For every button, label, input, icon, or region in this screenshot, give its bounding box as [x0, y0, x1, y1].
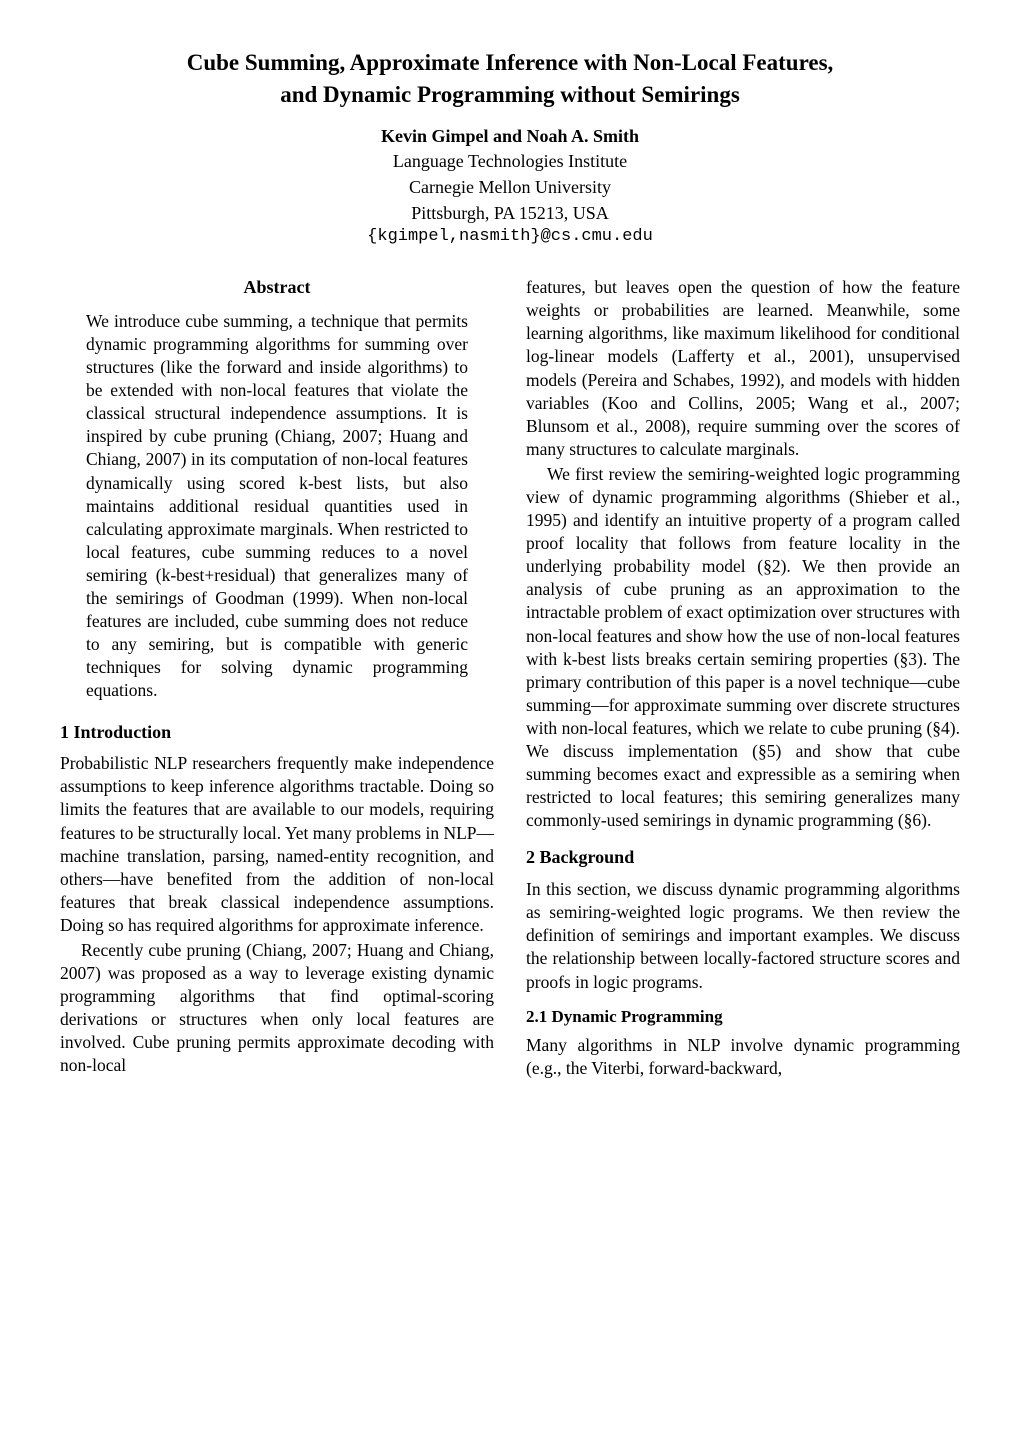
- left-column: Abstract We introduce cube summing, a te…: [60, 276, 494, 1082]
- affiliation-line-3: Pittsburgh, PA 15213, USA: [60, 202, 960, 226]
- section-2-1-heading: 2.1 Dynamic Programming: [526, 1006, 960, 1028]
- author-names: Kevin Gimpel and Noah A. Smith: [60, 125, 960, 149]
- right-col-para-1: features, but leaves open the question o…: [526, 276, 960, 461]
- affiliation-line-1: Language Technologies Institute: [60, 150, 960, 174]
- authors-block: Kevin Gimpel and Noah A. Smith Language …: [60, 125, 960, 248]
- abstract-body: We introduce cube summing, a technique t…: [86, 310, 468, 703]
- section-1-heading: 1 Introduction: [60, 721, 494, 745]
- section-2-para-1: In this section, we discuss dynamic prog…: [526, 878, 960, 993]
- paper-title-line1: Cube Summing, Approximate Inference with…: [60, 48, 960, 78]
- right-col-para-2: We first review the semiring-weighted lo…: [526, 463, 960, 833]
- two-column-layout: Abstract We introduce cube summing, a te…: [60, 276, 960, 1082]
- affiliation-line-2: Carnegie Mellon University: [60, 176, 960, 200]
- section-1-para-2: Recently cube pruning (Chiang, 2007; Hua…: [60, 939, 494, 1078]
- section-2-heading: 2 Background: [526, 846, 960, 870]
- section-2-1-para-1: Many algorithms in NLP involve dynamic p…: [526, 1034, 960, 1080]
- section-1-para-1: Probabilistic NLP researchers frequently…: [60, 752, 494, 937]
- right-column: features, but leaves open the question o…: [526, 276, 960, 1082]
- author-email: {kgimpel,nasmith}@cs.cmu.edu: [60, 226, 960, 248]
- abstract-heading: Abstract: [60, 276, 494, 300]
- paper-title-line2: and Dynamic Programming without Semiring…: [60, 80, 960, 110]
